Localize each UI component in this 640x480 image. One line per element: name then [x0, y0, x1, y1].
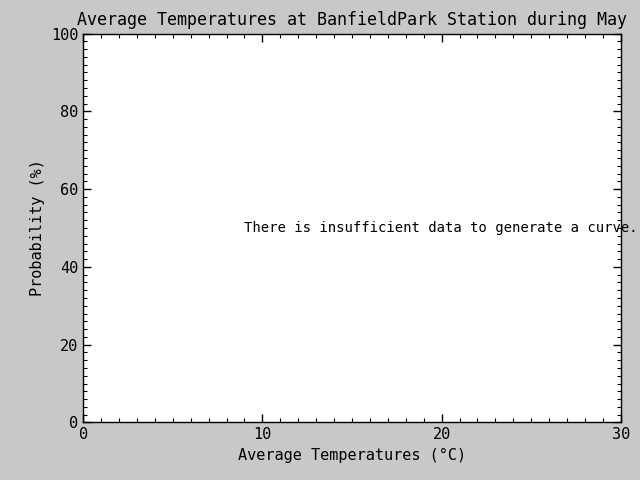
Text: There is insufficient data to generate a curve.: There is insufficient data to generate a… [244, 221, 638, 235]
Title: Average Temperatures at BanfieldPark Station during May: Average Temperatures at BanfieldPark Sta… [77, 11, 627, 29]
X-axis label: Average Temperatures (°C): Average Temperatures (°C) [238, 448, 466, 463]
Y-axis label: Probability (%): Probability (%) [31, 159, 45, 297]
